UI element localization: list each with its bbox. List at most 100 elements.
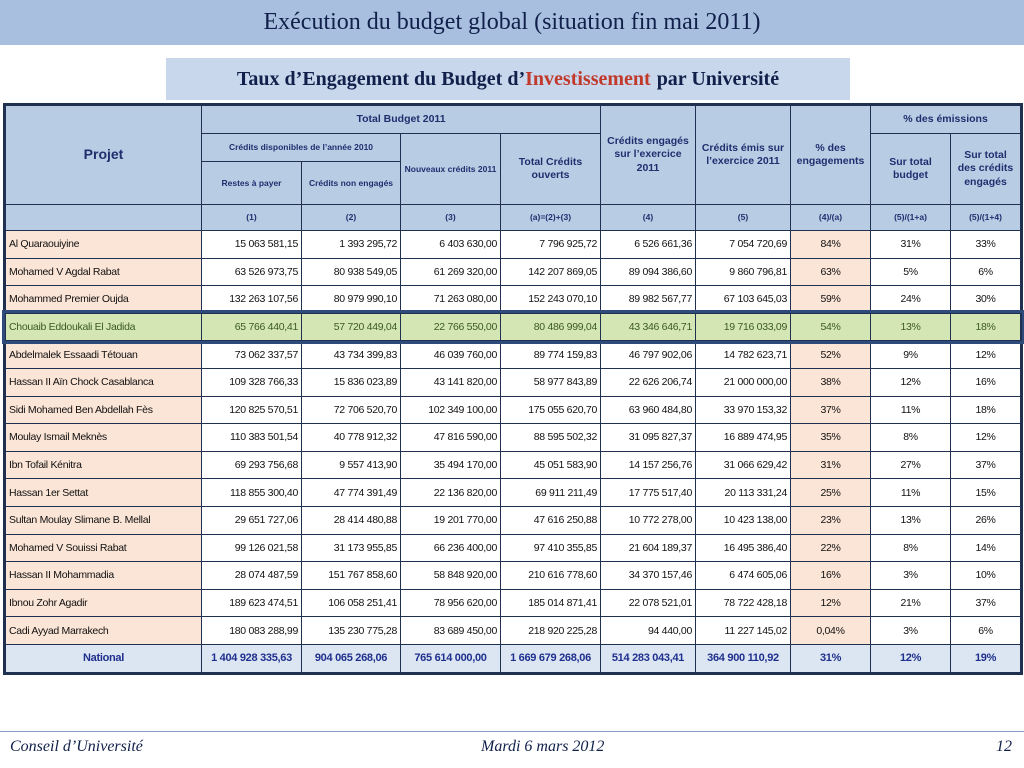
cell-value: 33 970 153,32: [695, 395, 791, 425]
footer-divider: [0, 731, 1024, 732]
table-row: Cadi Ayyad Marrakech 180 083 288,99 135 23…: [4, 616, 1022, 645]
cell-value: 6 403 630,00: [400, 230, 501, 259]
formula-blank: [4, 204, 202, 231]
cell-value: 514 283 043,41: [600, 643, 696, 674]
header-sur-total-budget: Sur total budget: [870, 133, 951, 205]
formula-cell: (3): [400, 204, 501, 231]
cell-value: 65 766 440,41: [201, 312, 302, 342]
cell-value: 35 494 170,00: [400, 450, 501, 480]
cell-value: 14 782 623,71: [695, 340, 791, 369]
cell-value: 52%: [790, 340, 871, 369]
header-credits-engages: Crédits engagés sur l’exercice 2011: [600, 104, 696, 205]
cell-value: 152 243 070,10: [500, 285, 601, 314]
cell-value: 46 797 902,06: [600, 340, 696, 369]
university-name: Hassan II Aïn Chock Casablanca: [4, 367, 202, 397]
cell-value: 33%: [950, 230, 1022, 259]
header-sur-total-engages: Sur total des crédits engagés: [950, 133, 1022, 205]
cell-value: 15 063 581,15: [201, 230, 302, 259]
table-row: Hassan II Mohammadia 28 074 487,59 151 767…: [4, 561, 1022, 590]
cell-value: 22 766 550,00: [400, 312, 501, 342]
cell-value: 12%: [870, 643, 951, 674]
header-projet: Projet: [4, 104, 202, 205]
slide-title-text: Exécution du budget global (situation fi…: [263, 9, 761, 35]
cell-value: 12%: [950, 423, 1022, 452]
cell-value: 11%: [870, 478, 951, 507]
cell-value: 7 054 720,69: [695, 230, 791, 259]
cell-value: 63 960 484,80: [600, 395, 696, 425]
cell-value: 10 772 278,00: [600, 505, 696, 535]
cell-value: 37%: [950, 588, 1022, 618]
cell-value: 35%: [790, 423, 871, 452]
cell-value: 84%: [790, 230, 871, 259]
cell-value: 71 263 080,00: [400, 285, 501, 314]
cell-value: 8%: [870, 423, 951, 452]
formula-cell: (4)/(a): [790, 204, 871, 231]
cell-value: 175 055 620,70: [500, 395, 601, 425]
table-row: Hassan II Aïn Chock Casablanca 109 328 76…: [4, 367, 1022, 397]
table-row: Abdelmalek Essaadi Tétouan 73 062 337,57 4…: [4, 340, 1022, 369]
cell-value: 73 062 337,57: [201, 340, 302, 369]
cell-value: 102 349 100,00: [400, 395, 501, 425]
cell-value: 13%: [870, 312, 951, 342]
cell-value: 22 626 206,74: [600, 367, 696, 397]
university-name: Sidi Mohamed Ben Abdellah Fès: [4, 395, 202, 425]
cell-value: 120 825 570,51: [201, 395, 302, 425]
cell-value: 19 201 770,00: [400, 505, 501, 535]
cell-value: 364 900 110,92: [695, 643, 791, 674]
cell-value: 5%: [870, 257, 951, 287]
cell-value: 218 920 225,28: [500, 616, 601, 645]
formula-cell: (2): [301, 204, 401, 231]
cell-value: 37%: [790, 395, 871, 425]
formula-cell: (5): [695, 204, 791, 231]
cell-value: 80 486 999,04: [500, 312, 601, 342]
cell-value: 1 393 295,72: [301, 230, 401, 259]
cell-value: 29 651 727,06: [201, 505, 302, 535]
cell-value: 89 774 159,83: [500, 340, 601, 369]
header-credits-emis: Crédits émis sur l’exercice 2011: [695, 104, 791, 205]
cell-value: 47 774 391,49: [301, 478, 401, 507]
cell-value: 78 956 620,00: [400, 588, 501, 618]
header-pct-emissions: % des émissions: [870, 104, 1022, 134]
cell-value: 31 095 827,37: [600, 423, 696, 452]
cell-value: 11%: [870, 395, 951, 425]
cell-value: 23%: [790, 505, 871, 535]
cell-value: 94 440,00: [600, 616, 696, 645]
cell-value: 66 236 400,00: [400, 533, 501, 563]
cell-value: 57 720 449,04: [301, 312, 401, 342]
cell-value: 180 083 288,99: [201, 616, 302, 645]
cell-value: 8%: [870, 533, 951, 563]
cell-value: 7 796 925,72: [500, 230, 601, 259]
cell-value: 22 136 820,00: [400, 478, 501, 507]
university-name: Al Quaraouiyine: [4, 230, 202, 259]
table-row: Mohamed V Agdal Rabat 63 526 973,75 80 938…: [4, 257, 1022, 287]
cell-value: 106 058 251,41: [301, 588, 401, 618]
budget-table: Projet Total Budget 2011 Crédits engagés…: [1, 103, 1024, 675]
cell-value: 28 074 487,59: [201, 561, 302, 590]
cell-value: 135 230 775,28: [301, 616, 401, 645]
university-name: Chouaib Eddoukali El Jadida: [4, 312, 202, 342]
footer-left: Conseil d’Université: [10, 738, 143, 755]
cell-value: 78 722 428,18: [695, 588, 791, 618]
cell-value: 97 410 355,85: [500, 533, 601, 563]
cell-value: 61 269 320,00: [400, 257, 501, 287]
university-name: Sultan Moulay Slimane B. Mellal: [4, 505, 202, 535]
cell-value: 21 000 000,00: [695, 367, 791, 397]
cell-value: 31 066 629,42: [695, 450, 791, 480]
cell-value: 38%: [790, 367, 871, 397]
university-name: Mohamed V Agdal Rabat: [4, 257, 202, 287]
cell-value: 12%: [950, 340, 1022, 369]
cell-value: 210 616 778,60: [500, 561, 601, 590]
cell-value: 58 977 843,89: [500, 367, 601, 397]
table-row: Ibnou Zohr Agadir 189 623 474,51 106 058 2…: [4, 588, 1022, 618]
header-credits-dispo: Crédits disponibles de l’année 2010: [201, 133, 401, 162]
cell-value: 31%: [790, 643, 871, 674]
table-row: Ibn Tofail Kénitra 69 293 756,68 9 557 413…: [4, 450, 1022, 480]
cell-value: 83 689 450,00: [400, 616, 501, 645]
cell-value: 59%: [790, 285, 871, 314]
cell-value: 54%: [790, 312, 871, 342]
formula-cell: (1): [201, 204, 302, 231]
cell-value: 6 526 661,36: [600, 230, 696, 259]
cell-value: 9 557 413,90: [301, 450, 401, 480]
cell-value: 26%: [950, 505, 1022, 535]
cell-value: 43 734 399,83: [301, 340, 401, 369]
